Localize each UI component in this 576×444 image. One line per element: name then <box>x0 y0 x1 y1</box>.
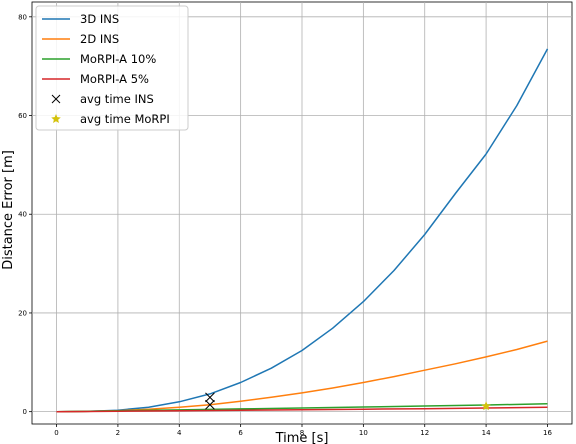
legend-frame <box>35 5 189 131</box>
y-tick-label: 40 <box>18 211 27 219</box>
legend-star-marker <box>51 114 61 124</box>
marker-points <box>205 392 491 411</box>
legend-label: avg time MoRPI <box>80 112 170 126</box>
x-tick-label: 16 <box>543 429 552 437</box>
legend-label: 3D INS <box>80 12 119 26</box>
avg-time-ins-marker <box>205 392 215 403</box>
x-tick-label: 10 <box>359 429 368 437</box>
x-tick-label: 8 <box>300 429 304 437</box>
x-axis-label: Time [s] <box>275 431 329 444</box>
x-tick-label: 0 <box>54 429 58 437</box>
legend-label: avg time INS <box>80 92 154 106</box>
legend-x-marker <box>51 94 61 104</box>
x-tick-label: 2 <box>116 429 120 437</box>
x-tick-label: 4 <box>177 429 182 437</box>
y-tick-label: 80 <box>18 13 27 21</box>
series-lines <box>56 48 549 413</box>
y-tick-label: 60 <box>18 112 27 120</box>
y-tick-label: 0 <box>23 408 27 416</box>
series-line-morpi-a-5- <box>56 406 548 413</box>
legend-label: 2D INS <box>80 32 119 46</box>
series-line-3d-ins <box>56 48 549 413</box>
y-tick-label: 20 <box>18 309 27 317</box>
y-axis-label: Distance Error [m] <box>1 150 16 270</box>
legend-label: MoRPI-A 10% <box>80 52 156 66</box>
x-tick-label: 12 <box>420 429 429 437</box>
legend-label: MoRPI-A 5% <box>80 72 149 86</box>
legend-x-marker-stroke <box>51 94 61 104</box>
legend: 3D INS 2D INS MoRPI-A 10% MoRPI-A 5% avg tim… <box>35 5 189 131</box>
x-tick-label: 14 <box>482 429 491 437</box>
x-axis-ticks: 0 2 4 6 8 10 12 14 16 <box>54 424 552 437</box>
avg-time-ins-marker <box>205 399 215 410</box>
y-axis-ticks: 0 20 40 60 80 <box>18 13 32 416</box>
x-tick-label: 6 <box>238 429 243 437</box>
avg-time-morpi-marker <box>481 401 491 411</box>
avg-time-ins-marker-stroke <box>205 392 215 403</box>
avg-time-ins-marker-stroke <box>205 399 215 410</box>
